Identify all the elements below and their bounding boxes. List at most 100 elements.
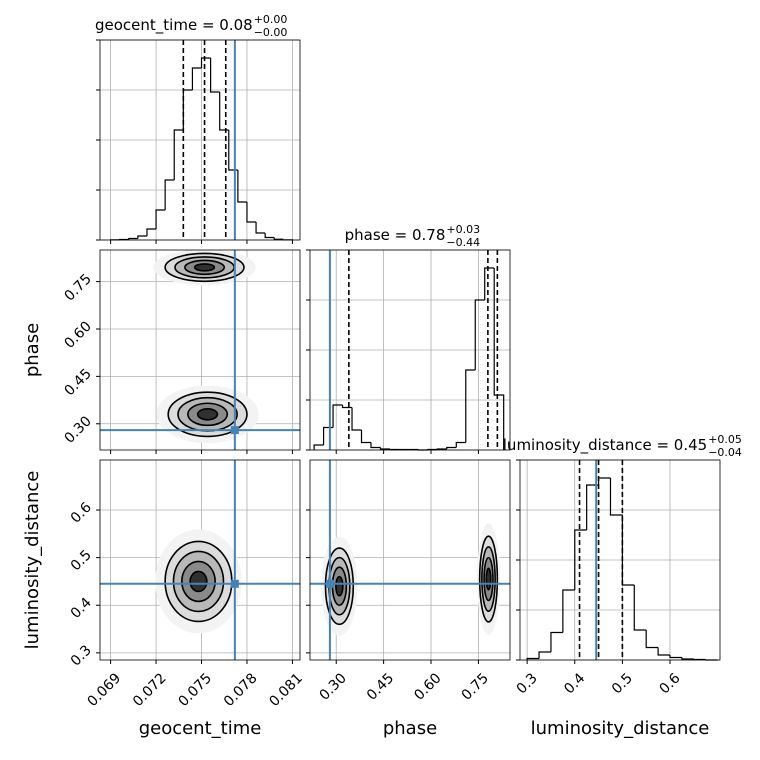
- x-tick-label: 0.75: [459, 670, 492, 703]
- hist-step: [146, 228, 157, 236]
- x-tick-label: 0.3: [514, 670, 541, 697]
- hist-step: [657, 647, 670, 656]
- contour: [193, 263, 216, 272]
- hist-step: [586, 484, 599, 530]
- hist-step: [538, 651, 551, 659]
- hist-step: [191, 67, 202, 90]
- hist-step: [228, 130, 238, 171]
- panel: 0.3 0.4 0.5 0.6 luminosity_distance luminosit…: [503, 433, 742, 739]
- contour: [485, 567, 492, 591]
- x-tick-label: 0.069: [85, 670, 125, 710]
- panel-title: luminosity_distance = 0.45: [503, 436, 707, 455]
- x-axis-label: luminosity_distance: [531, 718, 710, 739]
- hist-step: [173, 129, 184, 180]
- hist-step: [681, 657, 694, 660]
- y-tick-label: 0.75: [61, 271, 94, 304]
- panel-title: phase = 0.78: [345, 226, 446, 244]
- hist-step: [200, 57, 211, 68]
- hist-step: [493, 268, 505, 450]
- x-tick-label: 0.6: [657, 670, 684, 697]
- panel-frame: [519, 459, 721, 661]
- x-axis-label: geocent_time: [139, 718, 262, 739]
- panel: 0.30 0.45 0.60 0.75 phase: [306, 459, 511, 739]
- hist-step: [446, 446, 457, 449]
- contours: [153, 250, 259, 444]
- panel-frame: [309, 459, 511, 661]
- hist-step: [341, 405, 353, 409]
- title-upper: +0.03: [446, 223, 480, 236]
- contour: [189, 570, 208, 593]
- truth-marker: [325, 579, 334, 588]
- contour: [196, 407, 219, 421]
- hist-step: [455, 441, 466, 448]
- hist-step: [645, 630, 659, 649]
- title-upper: +0.00: [254, 13, 288, 26]
- hist-step: [574, 529, 587, 590]
- panel-frame: [309, 249, 511, 451]
- title-lower: −0.00: [254, 26, 288, 39]
- y-tick-label: 0.45: [61, 366, 94, 399]
- title-lower: −0.04: [708, 446, 742, 459]
- hist-step: [474, 299, 485, 370]
- hist-step: [164, 179, 175, 210]
- hist-step: [562, 589, 575, 633]
- y-axis-label: luminosity_distance: [22, 471, 43, 650]
- x-tick-label: 0.075: [175, 670, 215, 710]
- hist-step: [137, 235, 147, 239]
- hist-step: [370, 442, 381, 449]
- x-axis-label: phase: [383, 718, 437, 739]
- hist-step: [273, 237, 284, 240]
- x-tick-label: 0.4: [561, 670, 588, 697]
- hist-step: [609, 478, 623, 516]
- y-axis-label: phase: [22, 323, 43, 377]
- hist-step: [351, 407, 362, 431]
- hist-step: [210, 58, 220, 93]
- y-tick-label: 0.4: [68, 595, 95, 622]
- hist-step: [255, 222, 266, 234]
- hist-step: [237, 170, 247, 203]
- hist-step: [693, 658, 706, 661]
- hist-step: [246, 202, 257, 223]
- title-lower: −0.44: [446, 236, 480, 249]
- title-upper: +0.05: [708, 433, 742, 446]
- hist-step: [128, 237, 138, 240]
- panel-frame: [99, 249, 301, 451]
- y-tick-label: 0.3: [68, 642, 95, 669]
- panel-frame: [99, 39, 301, 241]
- hist-step: [219, 92, 229, 131]
- hist-step: [322, 426, 334, 445]
- x-tick-label: 0.081: [266, 670, 306, 710]
- contour: [335, 575, 344, 597]
- x-tick-label: 0.072: [130, 670, 170, 710]
- hist-step: [550, 631, 563, 652]
- x-tick-label: 0.60: [411, 670, 444, 703]
- contours: [155, 529, 242, 634]
- truth-marker: [230, 579, 239, 588]
- y-tick-label: 0.6: [68, 499, 95, 526]
- hist-step: [526, 657, 540, 660]
- panel: 0.30 0.45 0.60 0.75 phase: [22, 249, 301, 454]
- x-tick-label: 0.45: [364, 670, 397, 703]
- panel: 0.069 0.072 0.075 0.078 0.081 0.3 0.4 0.5 0.6 geo…: [22, 459, 306, 739]
- panel-frame: [99, 459, 301, 661]
- hist-step: [597, 477, 611, 485]
- hist-step: [313, 444, 324, 450]
- hist-step: [633, 585, 647, 631]
- x-tick-label: 0.30: [316, 670, 349, 703]
- hist-step: [436, 448, 447, 450]
- hist-step: [264, 233, 275, 239]
- hist-step: [669, 655, 682, 659]
- contours: [321, 523, 501, 636]
- hist-step: [389, 448, 400, 451]
- hist-step: [155, 209, 166, 229]
- hist-step: [360, 430, 371, 444]
- hist-step: [332, 404, 343, 428]
- x-tick-label: 0.078: [221, 670, 261, 710]
- hist-step: [621, 515, 635, 586]
- hist-step: [182, 89, 193, 130]
- hist-step: [484, 267, 495, 300]
- y-tick-label: 0.5: [68, 547, 95, 574]
- truth-marker: [230, 426, 239, 435]
- panel-title: geocent_time = 0.08: [95, 16, 253, 35]
